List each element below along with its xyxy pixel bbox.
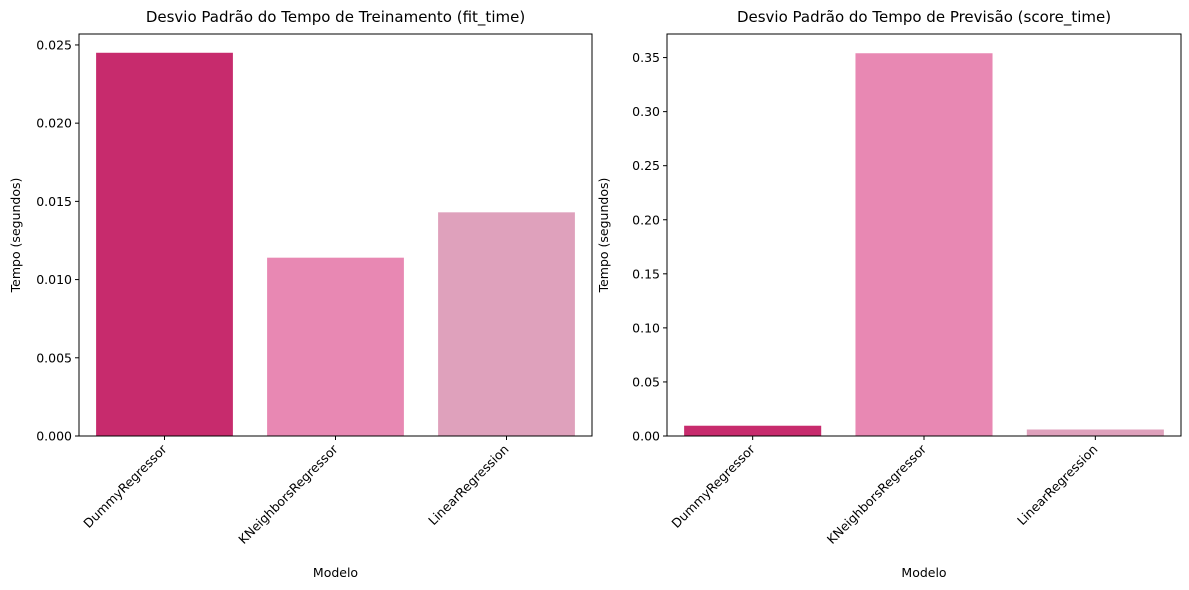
chart-title: Desvio Padrão do Tempo de Previsão (scor… bbox=[737, 8, 1111, 27]
y-tick-label: 0.010 bbox=[36, 272, 72, 287]
y-axis-label: Tempo (segundos) bbox=[596, 178, 611, 294]
y-tick-label: 0.20 bbox=[632, 212, 660, 227]
bar-LinearRegression bbox=[1026, 429, 1164, 436]
chart-title: Desvio Padrão do Tempo de Treinamento (f… bbox=[146, 8, 525, 27]
y-tick-label: 0.15 bbox=[632, 266, 660, 281]
bar-KNeighborsRegressor bbox=[267, 257, 404, 436]
bar-DummyRegressor bbox=[96, 52, 233, 437]
y-tick-label: 0.015 bbox=[36, 194, 72, 209]
bar-LinearRegression bbox=[438, 212, 575, 436]
y-tick-label: 0.05 bbox=[632, 374, 660, 389]
y-tick-label: 0.025 bbox=[36, 37, 72, 52]
x-tick-label: LinearRegression bbox=[1014, 442, 1100, 528]
y-tick-label: 0.25 bbox=[632, 158, 660, 173]
x-tick-label: DummyRegressor bbox=[668, 441, 758, 531]
y-tick-label: 0.30 bbox=[632, 104, 660, 119]
x-tick-label: LinearRegression bbox=[425, 442, 511, 528]
x-tick-label: KNeighborsRegressor bbox=[235, 441, 341, 547]
y-tick-label: 0.020 bbox=[36, 116, 72, 131]
y-axis-label: Tempo (segundos) bbox=[8, 178, 23, 294]
x-axis-label: Modelo bbox=[901, 565, 946, 580]
chart-2: Desvio Padrão do Tempo de Previsão (scor… bbox=[596, 8, 1182, 580]
chart-1: Desvio Padrão do Tempo de Treinamento (f… bbox=[8, 8, 593, 580]
bar-DummyRegressor bbox=[684, 425, 822, 436]
x-tick-label: KNeighborsRegressor bbox=[824, 441, 930, 547]
x-tick-label: DummyRegressor bbox=[80, 441, 170, 531]
bar-KNeighborsRegressor bbox=[855, 53, 993, 437]
y-tick-label: 0.00 bbox=[632, 429, 660, 444]
y-tick-label: 0.000 bbox=[36, 429, 72, 444]
y-tick-label: 0.005 bbox=[36, 350, 72, 365]
y-tick-label: 0.35 bbox=[632, 50, 660, 65]
y-tick-label: 0.10 bbox=[632, 320, 660, 335]
x-axis-label: Modelo bbox=[313, 565, 358, 580]
